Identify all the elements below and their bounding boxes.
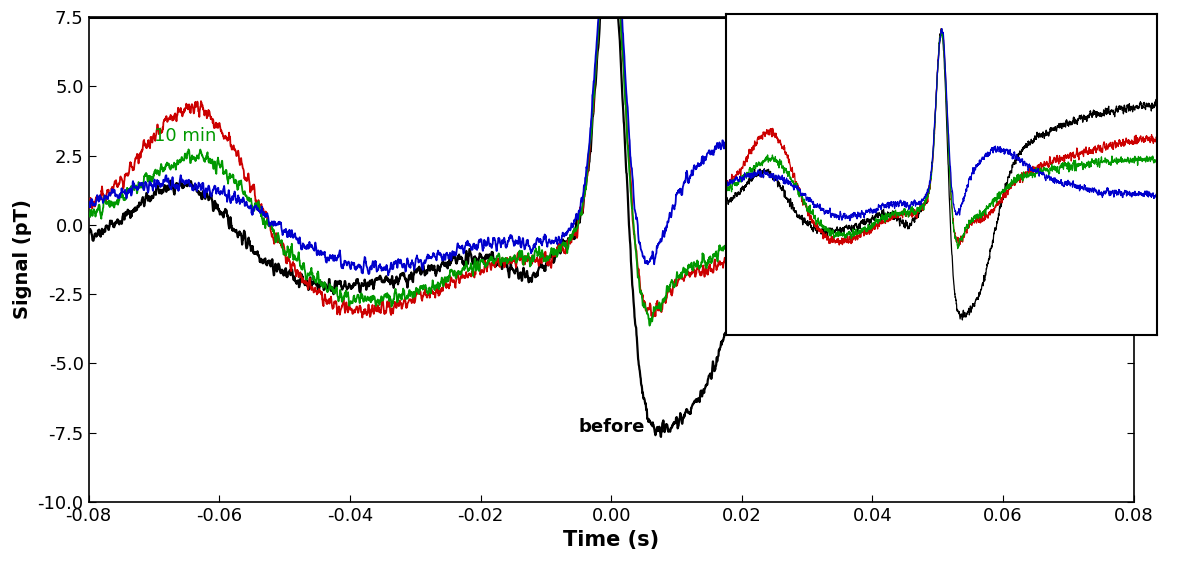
Text: 60 min: 60 min (755, 159, 817, 177)
Y-axis label: Signal (pT): Signal (pT) (13, 200, 32, 319)
Text: 5 min: 5 min (775, 313, 831, 331)
Text: 10 min: 10 min (154, 127, 216, 145)
X-axis label: Time (s): Time (s) (563, 530, 659, 550)
Text: before: before (579, 418, 645, 436)
